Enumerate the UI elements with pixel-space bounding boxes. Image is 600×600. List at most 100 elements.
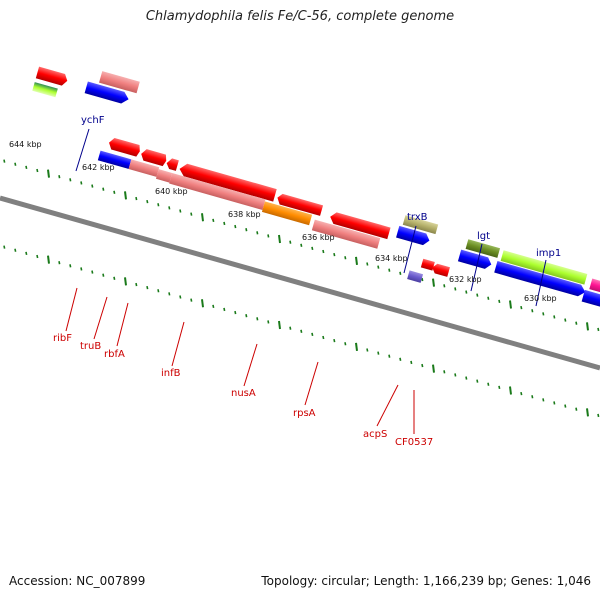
- feature-ribF-blue: [97, 150, 132, 169]
- minor-tick: [168, 292, 171, 296]
- minor-tick: [553, 401, 556, 405]
- minor-tick: [157, 203, 160, 207]
- gene-label-CF0537: CF0537: [395, 437, 433, 448]
- feature-truB-red: [141, 149, 167, 167]
- minor-tick: [168, 206, 171, 210]
- feature-nusA-red: [277, 193, 324, 216]
- feature-ribF-red: [109, 137, 140, 157]
- leader-nusA: [243, 343, 258, 387]
- minor-tick: [399, 357, 402, 361]
- leader-trxB: [403, 225, 417, 274]
- minor-tick: [575, 321, 578, 325]
- feature-trxB-blue: [396, 225, 430, 246]
- leader-ribF: [65, 287, 78, 332]
- leader-infB: [171, 321, 185, 367]
- minor-tick: [344, 342, 347, 346]
- feature-acpS-slate: [407, 270, 424, 283]
- minor-tick: [135, 282, 138, 287]
- minor-tick: [487, 382, 490, 386]
- minor-tick: [234, 310, 237, 315]
- minor-tick: [267, 234, 270, 238]
- minor-tick: [190, 212, 193, 216]
- minor-tick: [58, 261, 61, 265]
- minor-tick: [311, 246, 314, 251]
- leader-rbfA: [116, 302, 129, 347]
- tick-label-630: 630 kbp: [524, 294, 557, 303]
- minor-tick: [245, 314, 248, 318]
- minor-tick: [157, 289, 160, 293]
- minor-tick: [245, 228, 248, 232]
- tick-label-644: 644 kbp: [9, 140, 42, 149]
- minor-tick: [69, 178, 72, 182]
- minor-tick: [234, 224, 237, 229]
- minor-tick: [179, 209, 182, 213]
- major-tick: [586, 322, 589, 331]
- minor-tick: [498, 385, 501, 390]
- feature-rpsA-red: [330, 212, 391, 240]
- minor-tick: [333, 252, 336, 257]
- feature-ychF-blue: [84, 81, 129, 104]
- accession-label: Accession: NC_007899: [9, 574, 146, 588]
- minor-tick: [300, 329, 303, 333]
- minor-tick: [135, 196, 138, 201]
- minor-tick: [487, 296, 490, 300]
- feature-acpS-red: [420, 258, 435, 271]
- feature-right-magenta: [589, 278, 600, 298]
- minor-tick: [256, 231, 259, 235]
- feature-trxB-khaki: [402, 215, 439, 235]
- feature-rbfA-pink: [155, 169, 173, 183]
- leader-ychF: [75, 128, 90, 172]
- minor-tick: [36, 168, 39, 173]
- feature-rpsA-pink: [311, 219, 381, 249]
- feature-lgt-blue: [457, 249, 492, 269]
- feature-right-blue: [581, 289, 600, 311]
- minor-tick: [25, 165, 28, 170]
- minor-tick: [443, 370, 446, 374]
- minor-tick: [80, 181, 83, 185]
- minor-tick: [102, 187, 105, 191]
- minor-tick: [25, 251, 28, 256]
- leader-rpsA: [304, 361, 319, 406]
- minor-tick: [102, 273, 105, 277]
- minor-tick: [3, 245, 6, 249]
- minor-tick: [553, 315, 556, 319]
- major-tick: [201, 299, 204, 308]
- minor-tick: [564, 404, 567, 408]
- leader-acpS: [376, 384, 399, 427]
- gene-label-acpS: acpS: [363, 429, 387, 440]
- tick-label-640: 640 kbp: [155, 187, 188, 196]
- minor-tick: [69, 264, 72, 268]
- genome-backbone: [0, 195, 600, 371]
- major-tick: [509, 300, 512, 309]
- minor-tick: [289, 240, 292, 244]
- major-tick: [47, 169, 50, 178]
- major-tick: [47, 255, 50, 264]
- major-tick: [355, 342, 358, 351]
- feature-truB-pink: [128, 159, 160, 177]
- outer-tick-ring: [3, 159, 600, 332]
- gene-label-lgt: lgt: [477, 231, 490, 242]
- major-tick: [278, 234, 281, 244]
- minor-tick: [289, 326, 292, 330]
- map-title: Chlamydophila felis Fe/C-56, complete ge…: [145, 9, 455, 24]
- minor-tick: [564, 318, 567, 322]
- minor-tick: [113, 190, 116, 194]
- minor-tick: [454, 287, 457, 291]
- minor-tick: [91, 184, 94, 188]
- feature-rbfA-red: [166, 158, 179, 171]
- gene-label-trxB: trxB: [407, 212, 428, 223]
- feature-left-green: [32, 82, 58, 98]
- minor-tick: [542, 312, 545, 316]
- tick-label-638: 638 kbp: [228, 210, 261, 219]
- feature-left-red: [35, 66, 68, 86]
- minor-tick: [36, 254, 39, 259]
- minor-tick: [322, 335, 325, 340]
- minor-tick: [223, 221, 226, 226]
- minor-tick: [597, 327, 600, 332]
- minor-tick: [256, 317, 259, 321]
- minor-tick: [223, 307, 226, 312]
- minor-tick: [498, 299, 501, 304]
- minor-tick: [388, 268, 391, 272]
- minor-tick: [520, 391, 523, 396]
